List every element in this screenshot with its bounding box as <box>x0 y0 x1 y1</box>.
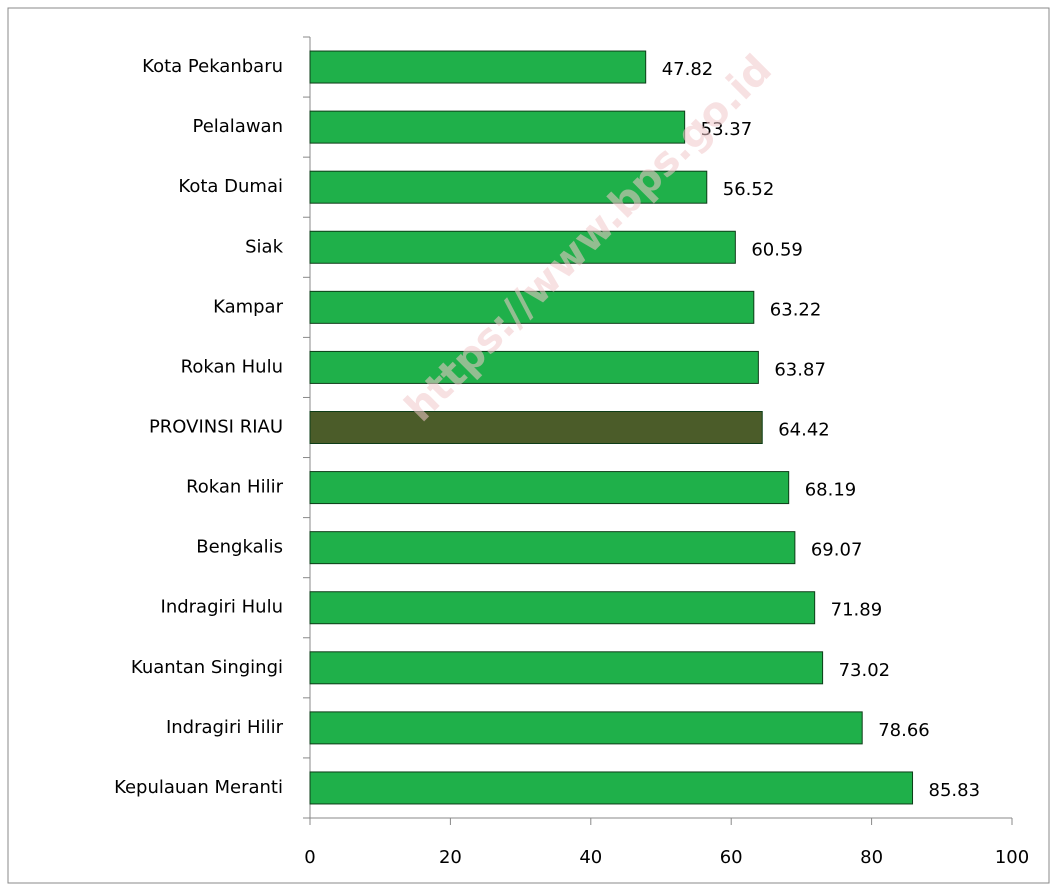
bar <box>309 230 736 264</box>
bar <box>309 531 796 565</box>
value-label: 71.89 <box>831 600 883 621</box>
bar <box>309 290 755 324</box>
bar <box>309 110 686 144</box>
value-label: 64.42 <box>778 420 830 441</box>
value-label: 68.19 <box>805 480 857 501</box>
y-tick-label: Bengkalis <box>196 537 283 558</box>
value-label: 69.07 <box>811 540 863 561</box>
y-tick-label: Pelalawan <box>192 116 283 137</box>
y-tick-label: Kampar <box>213 296 284 317</box>
bar <box>309 50 647 84</box>
value-label: 78.66 <box>878 720 930 741</box>
value-label: 63.22 <box>770 299 822 320</box>
x-tick-label: 20 <box>439 847 462 868</box>
y-tick-label: Kuantan Singingi <box>131 657 283 678</box>
bar <box>309 711 863 745</box>
y-tick-label: Kota Dumai <box>178 176 283 197</box>
bar <box>309 471 790 505</box>
x-tick-label: 0 <box>304 847 315 868</box>
y-tick-label: PROVINSI RIAU <box>149 417 283 438</box>
x-tick-label: 40 <box>579 847 602 868</box>
y-tick-label: Rokan Hilir <box>186 477 284 498</box>
y-tick-label: Indragiri Hulu <box>161 597 283 618</box>
value-label: 73.02 <box>839 660 891 681</box>
x-tick-label: 100 <box>995 847 1029 868</box>
value-label: 63.87 <box>774 359 826 380</box>
y-tick-label: Rokan Hulu <box>181 356 283 377</box>
bar <box>309 411 763 444</box>
y-tick-label: Kota Pekanbaru <box>142 56 283 77</box>
bar <box>309 651 824 685</box>
bar <box>309 771 914 805</box>
bar <box>309 350 759 384</box>
value-label: 56.52 <box>723 179 775 200</box>
value-label: 53.37 <box>701 119 753 140</box>
value-label: 60.59 <box>751 239 803 260</box>
x-tick-label: 80 <box>860 847 883 868</box>
y-tick-label: Siak <box>245 236 283 257</box>
y-tick-label: Kepulauan Meranti <box>114 777 283 798</box>
value-label: 85.83 <box>929 780 981 801</box>
value-label: 47.82 <box>662 59 714 80</box>
x-tick-label: 60 <box>720 847 743 868</box>
bar <box>309 591 816 625</box>
y-tick-label: Indragiri Hilir <box>166 717 284 738</box>
bar <box>309 170 708 204</box>
